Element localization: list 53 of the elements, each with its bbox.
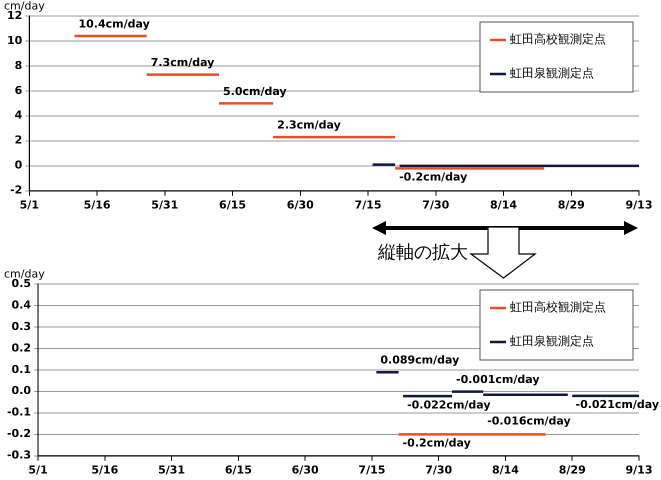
x-tick-label: 5/31 — [158, 463, 186, 476]
y-tick-label: 6 — [14, 84, 23, 97]
legend-label: 虹田泉観測定点 — [510, 334, 594, 348]
legend-label: 虹田泉観測定点 — [510, 66, 594, 80]
data-label: -0.2cm/day — [399, 170, 468, 184]
data-label: 2.3cm/day — [277, 118, 341, 132]
x-tick-label: 7/30 — [425, 463, 453, 476]
x-tick-label: 8/29 — [558, 198, 585, 212]
y-tick-label: 0.0 — [12, 384, 32, 398]
x-tick-label: 9/13 — [626, 198, 652, 212]
x-tick-label: 8/29 — [558, 463, 586, 476]
x-tick-label: 6/30 — [292, 463, 319, 476]
y-tick-label: 0.2 — [12, 341, 32, 354]
y-tick-label: 0.4 — [12, 298, 32, 312]
data-label: -0.016cm/day — [487, 414, 571, 428]
data-label: 0.089cm/day — [380, 354, 460, 367]
data-label: 5.0cm/day — [222, 84, 287, 98]
x-tick-label: 6/30 — [286, 198, 314, 212]
legend-label: 虹田高校観測定点 — [510, 32, 606, 46]
data-label: -0.021cm/day — [576, 398, 660, 412]
y-tick-label: -0.3 — [6, 448, 32, 462]
x-tick-label: 7/15 — [358, 463, 386, 476]
x-tick-label: 5/1 — [28, 463, 48, 476]
y-tick-label: 10 — [6, 34, 23, 47]
x-tick-label: 6/15 — [224, 463, 252, 476]
x-tick-label: 5/16 — [84, 198, 111, 212]
x-tick-label: 5/1 — [20, 198, 39, 212]
legend-label: 虹田高校観測定点 — [510, 300, 606, 314]
data-label: 10.4cm/day — [78, 17, 150, 30]
y-tick-label: 0.1 — [12, 362, 32, 376]
x-tick-label: 7/30 — [422, 198, 450, 212]
y-tick-label: 2 — [14, 134, 22, 147]
x-tick-label: 6/15 — [219, 198, 246, 212]
x-tick-label: 7/15 — [354, 198, 382, 212]
y-tick-label: 0.3 — [12, 320, 32, 333]
data-label: 7.3cm/day — [150, 56, 214, 70]
y-tick-label: 4 — [14, 108, 23, 122]
y-axis-title: cm/day — [4, 267, 46, 280]
data-label: -0.2cm/day — [402, 436, 471, 450]
y-tick-label: 0 — [14, 158, 23, 172]
y-axis-title: cm/day — [4, 0, 46, 12]
x-tick-label: 5/16 — [91, 463, 119, 476]
text: 縦軸の拡大 — [378, 241, 468, 264]
y-tick-label: 8 — [14, 58, 22, 72]
x-tick-label: 8/14 — [490, 198, 518, 212]
x-tick-label: 9/13 — [626, 463, 652, 476]
x-tick-label: 8/14 — [492, 463, 520, 476]
y-tick-label: -0.1 — [6, 406, 32, 419]
y-tick-label: -0.2 — [6, 427, 32, 440]
x-tick-label: 5/31 — [151, 198, 178, 212]
y-tick-label: -2 — [10, 184, 22, 197]
data-label: -0.001cm/day — [456, 372, 540, 386]
data-label: -0.022cm/day — [407, 398, 491, 412]
